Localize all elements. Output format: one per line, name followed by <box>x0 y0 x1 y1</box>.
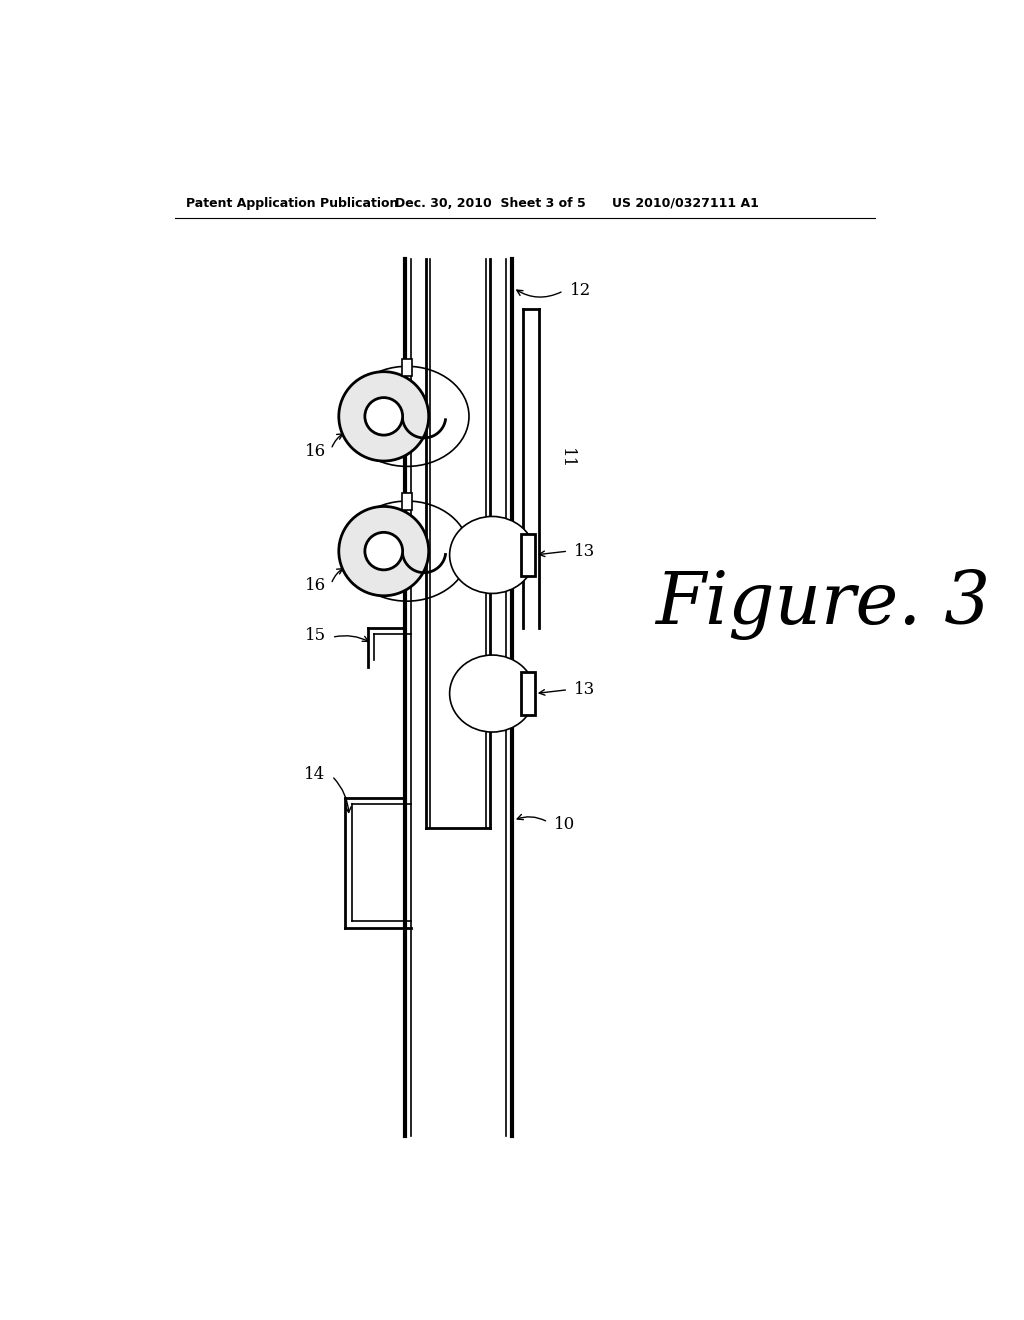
Text: Dec. 30, 2010  Sheet 3 of 5: Dec. 30, 2010 Sheet 3 of 5 <box>395 197 586 210</box>
Circle shape <box>365 532 402 570</box>
Circle shape <box>339 372 429 461</box>
Ellipse shape <box>450 516 535 594</box>
Text: 10: 10 <box>554 816 575 833</box>
Text: Figure. 3: Figure. 3 <box>655 569 990 640</box>
Bar <box>401 494 413 511</box>
Text: 16: 16 <box>304 442 326 459</box>
Text: US 2010/0327111 A1: US 2010/0327111 A1 <box>612 197 759 210</box>
Text: 15: 15 <box>304 627 326 644</box>
Text: 16: 16 <box>304 577 326 594</box>
Circle shape <box>339 507 429 595</box>
Text: 13: 13 <box>573 543 595 560</box>
Ellipse shape <box>450 655 535 733</box>
Text: 14: 14 <box>304 766 326 783</box>
Text: 12: 12 <box>569 282 591 300</box>
Bar <box>401 359 413 376</box>
Text: 13: 13 <box>573 681 595 698</box>
Bar <box>521 533 535 576</box>
Text: Patent Application Publication: Patent Application Publication <box>186 197 398 210</box>
Bar <box>521 672 535 714</box>
Circle shape <box>365 397 402 436</box>
Text: 11: 11 <box>558 447 575 470</box>
